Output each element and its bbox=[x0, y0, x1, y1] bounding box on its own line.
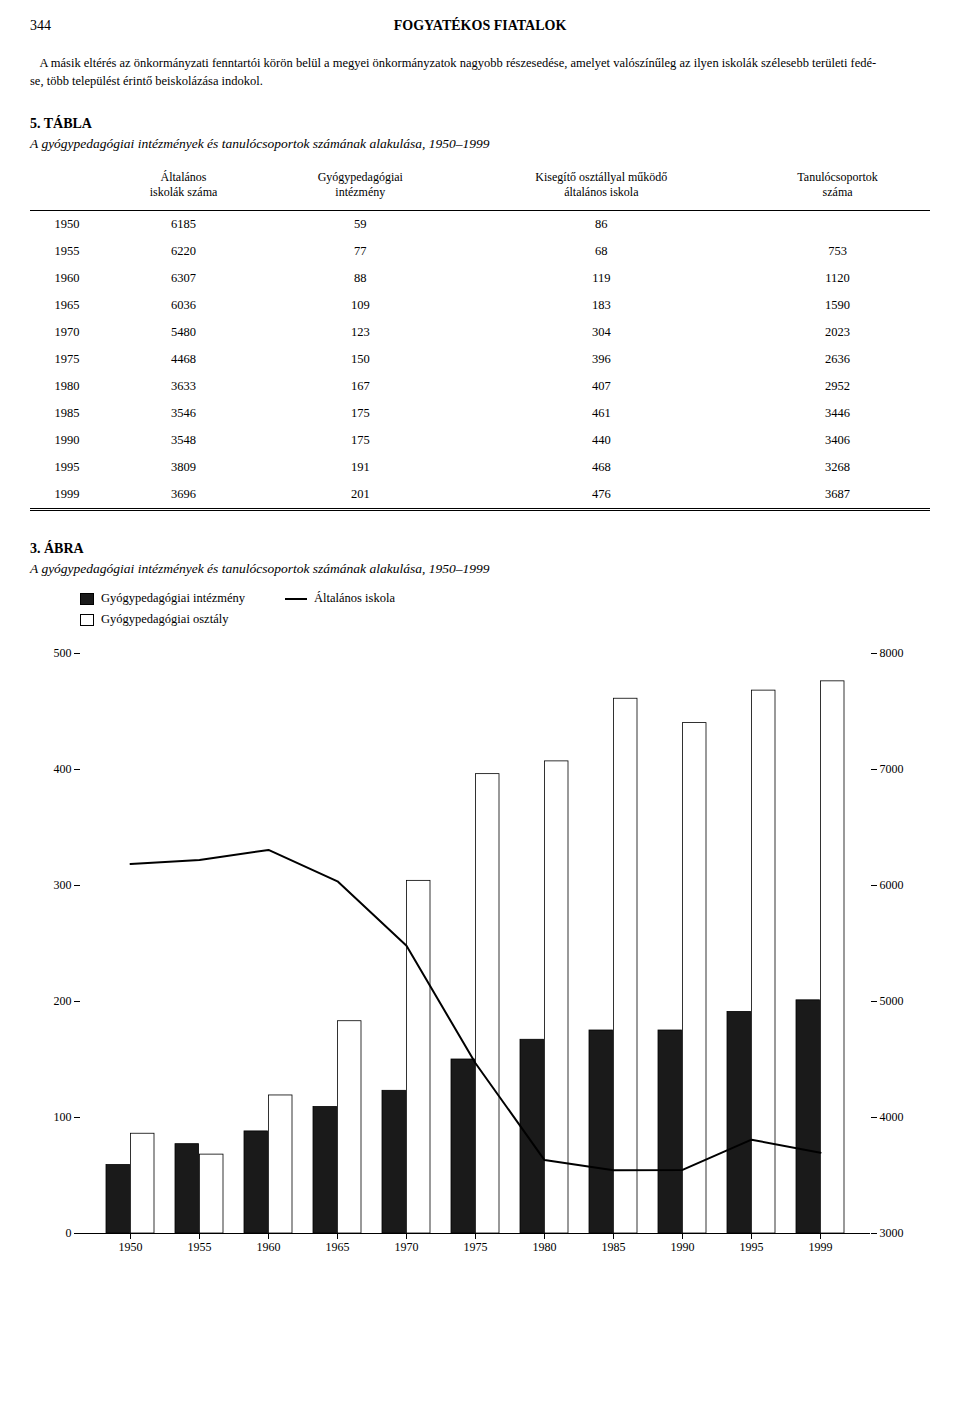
html-text:2023: 2023 bbox=[825, 325, 851, 340]
html-text:A gyógypedagógiai intézmények: A gyógypedagógiai intézmények és tanulóc… bbox=[30, 136, 490, 152]
svg-text:200: 200 bbox=[54, 995, 72, 1009]
svg-text:3000: 3000 bbox=[880, 1227, 904, 1241]
html-text:1975: 1975 bbox=[54, 352, 80, 367]
html-text:3. ÁBRA: 3. ÁBRA bbox=[30, 541, 84, 557]
html-text:A másik eltérés az önkormányza: A másik eltérés az önkormányzati fenntar… bbox=[30, 56, 877, 70]
html-text:Gyógypedagógiai intézmény: Gyógypedagógiai intézmény bbox=[101, 591, 246, 606]
html-text:1980: 1980 bbox=[54, 379, 80, 394]
html-text:6220: 6220 bbox=[171, 244, 196, 259]
html-text:1970: 1970 bbox=[54, 325, 80, 340]
html-text:1999: 1999 bbox=[54, 487, 80, 502]
svg-text:1965: 1965 bbox=[326, 1240, 350, 1254]
svg-text:400: 400 bbox=[54, 763, 72, 777]
html-text:109: 109 bbox=[350, 298, 370, 313]
html-text:201: 201 bbox=[350, 487, 370, 502]
html-text:407: 407 bbox=[592, 379, 611, 394]
svg-text:1955: 1955 bbox=[188, 1240, 212, 1254]
svg-text:1995: 1995 bbox=[740, 1240, 764, 1254]
svg-text:1975: 1975 bbox=[464, 1240, 488, 1254]
svg-text:1970: 1970 bbox=[395, 1240, 419, 1254]
html-text:2636: 2636 bbox=[825, 352, 851, 367]
html-text:440: 440 bbox=[592, 433, 611, 448]
html-text:175: 175 bbox=[350, 406, 370, 421]
html-text:se, több települést érintő bei: se, több települést érintő beiskolázása … bbox=[30, 74, 263, 89]
html-text:1960: 1960 bbox=[54, 271, 80, 286]
svg-text:8000: 8000 bbox=[880, 647, 904, 661]
html-text:3809: 3809 bbox=[171, 460, 196, 475]
svg-text:1960: 1960 bbox=[257, 1240, 281, 1254]
html-text:304: 304 bbox=[592, 325, 611, 340]
html-text:123: 123 bbox=[350, 325, 370, 340]
svg-text:6000: 6000 bbox=[880, 879, 904, 893]
html-text:191: 191 bbox=[350, 460, 370, 475]
html-text:344: 344 bbox=[30, 18, 51, 33]
html-text:476: 476 bbox=[592, 487, 611, 502]
html-text:1985: 1985 bbox=[54, 406, 80, 421]
html-text:753: 753 bbox=[828, 244, 847, 259]
html-text:5480: 5480 bbox=[171, 325, 196, 340]
html-text:6185: 6185 bbox=[171, 217, 196, 232]
html-text:Gyógypedagógiai osztály: Gyógypedagógiai osztály bbox=[101, 612, 229, 627]
svg-text:7000: 7000 bbox=[880, 763, 904, 777]
html-text:175: 175 bbox=[350, 433, 370, 448]
html-text:A gyógypedagógiai intézmények: A gyógypedagógiai intézmények és tanulóc… bbox=[30, 561, 490, 577]
html-text:Gyógypedagógiai intézmény: Gyógypedagógiai intézmény bbox=[317, 170, 403, 200]
html-text:4468: 4468 bbox=[171, 352, 196, 367]
html-text:1955: 1955 bbox=[54, 244, 80, 259]
html-text:1590: 1590 bbox=[825, 298, 851, 313]
html-text:3406: 3406 bbox=[825, 433, 851, 448]
html-text:150: 150 bbox=[350, 352, 370, 367]
svg-text:4000: 4000 bbox=[880, 1111, 904, 1125]
html-text:6036: 6036 bbox=[171, 298, 196, 313]
html-text:183: 183 bbox=[592, 298, 611, 313]
html-text:1965: 1965 bbox=[54, 298, 80, 313]
svg-text:0: 0 bbox=[66, 1227, 72, 1241]
svg-text:1999: 1999 bbox=[809, 1240, 833, 1254]
html-text:3548: 3548 bbox=[171, 433, 196, 448]
html-text:1990: 1990 bbox=[54, 433, 80, 448]
html-text:1950: 1950 bbox=[54, 217, 80, 232]
html-text:68: 68 bbox=[595, 244, 608, 259]
svg-text:1985: 1985 bbox=[602, 1240, 626, 1254]
svg-text:5000: 5000 bbox=[880, 995, 904, 1009]
svg-text:100: 100 bbox=[54, 1111, 72, 1125]
html-text:3687: 3687 bbox=[825, 487, 851, 502]
html-text:FOGYATÉKOS FIATALOK: FOGYATÉKOS FIATALOK bbox=[393, 18, 567, 33]
html-text:3268: 3268 bbox=[825, 460, 851, 475]
svg-text:300: 300 bbox=[54, 879, 72, 893]
svg-text:1950: 1950 bbox=[119, 1240, 143, 1254]
html-text:86: 86 bbox=[595, 217, 608, 232]
html-text:468: 468 bbox=[592, 460, 611, 475]
html-text:3546: 3546 bbox=[171, 406, 196, 421]
html-text:2952: 2952 bbox=[825, 379, 851, 394]
html-text:1120: 1120 bbox=[825, 271, 850, 286]
html-text:167: 167 bbox=[350, 379, 370, 394]
html-text:3696: 3696 bbox=[171, 487, 196, 502]
html-text:Tanulócsoportok száma: Tanulócsoportok száma bbox=[797, 170, 878, 200]
html-text:461: 461 bbox=[592, 406, 611, 421]
html-text:3633: 3633 bbox=[171, 379, 196, 394]
html-text:Általános iskola: Általános iskola bbox=[314, 591, 395, 606]
html-text:59: 59 bbox=[354, 217, 367, 232]
html-text:77: 77 bbox=[354, 244, 367, 259]
html-text:Általános iskolák száma: Általános iskolák száma bbox=[149, 170, 218, 200]
html-text:396: 396 bbox=[592, 352, 611, 367]
svg-text:500: 500 bbox=[54, 647, 72, 661]
svg-text:1980: 1980 bbox=[533, 1240, 557, 1254]
html-text:Kisegítő osztállyal működő ált: Kisegítő osztállyal működő általános isk… bbox=[535, 170, 668, 200]
html-text:6307: 6307 bbox=[171, 271, 196, 286]
svg-text:1990: 1990 bbox=[671, 1240, 695, 1254]
html-text:119: 119 bbox=[592, 271, 611, 286]
html-text:1995: 1995 bbox=[54, 460, 80, 475]
html-text:3446: 3446 bbox=[825, 406, 851, 421]
html-text:5. TÁBLA: 5. TÁBLA bbox=[30, 116, 92, 132]
html-text:88: 88 bbox=[354, 271, 367, 286]
